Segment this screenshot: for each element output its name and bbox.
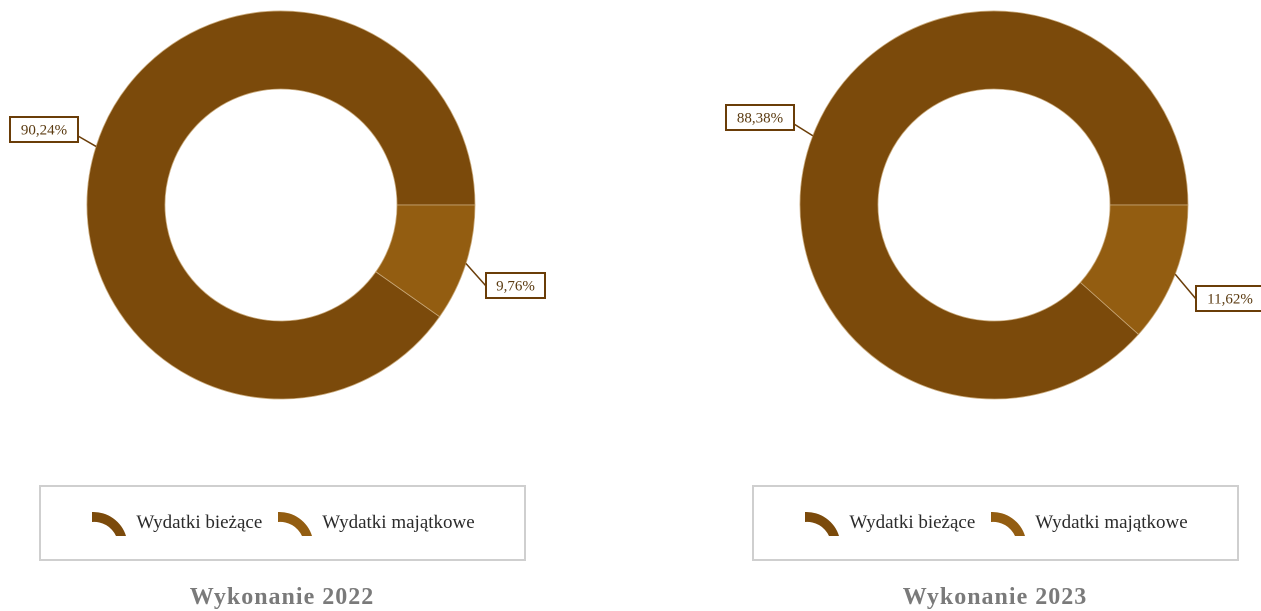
data-label-box — [9, 116, 79, 143]
leader-line — [793, 123, 814, 137]
leader-line — [465, 263, 487, 287]
donut-slice-capital[interactable] — [1079, 204, 1189, 335]
legend-item-current[interactable]: Wydatki bieżące — [803, 508, 975, 538]
data-label: 88,38% — [737, 111, 783, 127]
data-label: 9,76% — [496, 279, 535, 295]
data-label: 11,62% — [1207, 292, 1253, 308]
donut-slice-capital[interactable] — [375, 204, 476, 318]
donut-segment-icon — [278, 511, 313, 536]
leader-line — [77, 135, 97, 148]
legend-label: Wydatki majątkowe — [322, 512, 475, 533]
legend-item-current[interactable]: Wydatki bieżące — [90, 508, 262, 538]
legend-label: Wydatki bieżące — [136, 512, 263, 533]
donut-slice-current[interactable] — [799, 10, 1189, 400]
leader-line — [1174, 273, 1197, 300]
legend-label: Wydatki bieżące — [849, 512, 976, 533]
donut-segment-icon — [805, 511, 840, 536]
data-label-box — [485, 272, 546, 299]
legend-label: Wydatki majątkowe — [1035, 512, 1188, 533]
chart-title: Wykonanie 2023 — [902, 584, 1088, 610]
legend-item-capital[interactable]: Wydatki majątkowe — [989, 508, 1188, 538]
donut-segment-icon — [991, 511, 1026, 536]
legend-2022: Wydatki bieżące Wydatki majątkowe — [39, 485, 526, 561]
legend-2023: Wydatki bieżące Wydatki majątkowe — [752, 485, 1239, 561]
legend-item-capital[interactable]: Wydatki majątkowe — [276, 508, 475, 538]
data-label-box — [725, 104, 795, 131]
chart-title: Wykonanie 2022 — [189, 584, 375, 610]
donut-segment-icon — [92, 511, 127, 536]
data-label: 90,24% — [21, 123, 67, 139]
donut-slice-current[interactable] — [86, 10, 476, 400]
data-label-box — [1195, 285, 1261, 312]
